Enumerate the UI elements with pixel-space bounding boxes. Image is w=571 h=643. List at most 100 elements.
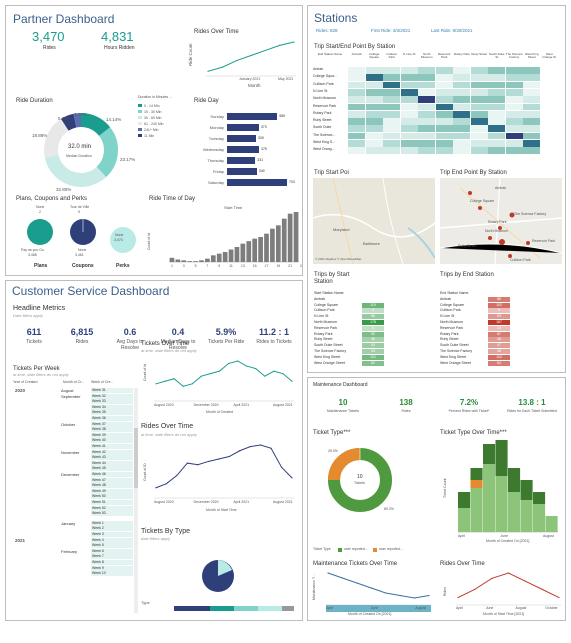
matrix-cell-7-11: [523, 110, 540, 118]
matrix-cell-1-10: [505, 67, 523, 74]
duration-slice-6: [73, 113, 82, 128]
matrix-cell-11-1: [348, 140, 365, 147]
metric-value-4: 0.4: [171, 327, 185, 337]
metric-5: 5.9% Tickets Per Ride: [203, 327, 249, 345]
trips-end-name-3: College Square: [440, 302, 465, 307]
tot-tick-2: December 2020: [193, 403, 219, 407]
ride-day-bar-5: [227, 157, 256, 164]
metric-value-2: 6,815: [70, 327, 94, 337]
matrix-cell-12-5: [418, 147, 435, 155]
trip-start-map[interactable]: Maryland Baltimore © 2021 Mapbox © OpenS…: [313, 178, 435, 264]
week-2021-4: Week 4: [91, 537, 133, 543]
ride-day-bar-4: [227, 146, 259, 153]
ride-time-bar-2: [175, 259, 181, 262]
month-2020-5: December: [61, 472, 80, 477]
matrix-cell-10-10: [505, 132, 523, 140]
trips-start-value-12: 101: [370, 354, 376, 359]
tickets-per-week-table: August September October November December We…: [61, 388, 136, 613]
ride-duration-title: Ride Duration: [16, 98, 53, 104]
metric-2: 6,815 Rides: [59, 327, 105, 345]
month-2021-2: February: [61, 548, 78, 554]
matrix-cell-3-7: [453, 81, 470, 89]
ttot-bar-green-6: [520, 500, 533, 532]
map-label-amtrak: Amtrak: [495, 186, 507, 190]
trips-start-name-11: The Science Factory: [314, 348, 347, 353]
matrix-cell-1-1: [348, 67, 365, 74]
trips-end-row-6: North Museum 167: [440, 319, 510, 326]
matrix-cell-9-8: [470, 125, 488, 133]
ttot-tick-1: April: [458, 534, 466, 538]
matrix-cell-1-2: [365, 67, 383, 74]
matrix-cell-2-8: [470, 74, 488, 82]
m-mtot-point-5: [385, 592, 387, 594]
matrix-row-8: Ruby Street: [313, 118, 332, 123]
coupons-pie: [70, 219, 96, 245]
matrix-cell-12-8: [470, 147, 488, 155]
rides-over-time-xlabel: Month: [248, 83, 261, 88]
maint-rot-title: Rides Over Time: [440, 561, 485, 567]
duration-legend-swatch-5: [138, 128, 142, 131]
ttot-bar-green-2: [470, 488, 483, 532]
duration-legend-item-6: 11 Min: [138, 133, 163, 138]
duration-legend-swatch-6: [138, 134, 142, 137]
maint-rot-tick-3: August: [515, 606, 527, 610]
ride-day-bar-2: [227, 124, 259, 131]
trips-end-value-8: 87: [497, 331, 501, 336]
matrix-cell-10-3: [383, 132, 400, 140]
m-mtot-point-3: [356, 582, 358, 584]
trips-end-cell-6: [488, 319, 510, 325]
c-tot-point-15: [282, 373, 284, 375]
c-tot-point-5: [191, 383, 193, 385]
m-mtot-point-4: [370, 587, 372, 589]
matrix-col-11: The Science Factory: [505, 52, 523, 60]
trips-end-value-7: 10: [497, 325, 501, 330]
perks-label: Perks: [116, 263, 130, 269]
matrix-row-10: The Science...: [313, 132, 336, 137]
matrix-cell-7-10: [505, 110, 523, 118]
c-rot-line: [155, 444, 293, 489]
ride-time-tick-6: 11: [229, 264, 233, 268]
trips-start-value-13: 82: [371, 360, 375, 365]
matrix-cell-6-3: [383, 103, 400, 111]
ride-day-row-6: Friday 349: [194, 167, 299, 176]
matrix-cell-3-10: [505, 81, 523, 89]
matrix-cell-10-2: [365, 132, 383, 140]
ride-time-tick-12: 23: [300, 264, 303, 268]
rides-over-time-ylabel: Ride Count: [188, 43, 193, 66]
matrix-cell-4-3: [383, 88, 400, 96]
metric-3: 0.6 Avg Days to Resolve: [107, 327, 153, 351]
tpw-scrollbar[interactable]: [134, 388, 138, 613]
hours-kpi-value: 4,831: [101, 29, 134, 44]
trips-start-cell-10: [362, 343, 384, 349]
legend-swatch-b: [373, 548, 377, 552]
trips-by-end-table: End Station Name Amtrak 86 College Square 10…: [440, 291, 510, 366]
trips-start-name-9: Ruby Street: [314, 337, 333, 342]
month-2020-2: September: [61, 393, 81, 399]
week-2020-18: Week 48: [91, 483, 133, 489]
matrix-cell-6-9: [488, 103, 505, 111]
matrix-cell-6-10: [505, 103, 523, 111]
c-rot-point-13: [280, 466, 283, 468]
trips-start-value-5: 56: [371, 314, 375, 319]
matrix-cell-11-10: [505, 140, 523, 147]
rides-over-time-chart-cs: [154, 444, 294, 499]
matrix-cell-2-7: [453, 74, 470, 82]
tpw-year-2020: 2020: [15, 388, 26, 393]
week-2021-8: Week 8: [91, 560, 133, 565]
ride-day-bar-3: [227, 135, 256, 142]
partner-dashboard-title: Partner Dashboard: [13, 12, 115, 26]
ride-day-chart: Sunday 589 Monday 373 Tuesday 339 Wednesday 375…: [194, 112, 299, 192]
matrix-cell-11-6: [435, 140, 453, 147]
maint-metric-value-3: 7.2%: [459, 398, 479, 407]
ride-day-row-5: Thursday 331: [194, 156, 299, 165]
duration-legend-item-5: 241+ Min: [138, 127, 163, 132]
matrix-cell-11-4: [400, 140, 418, 147]
duration-legend-swatch-4: [138, 122, 142, 125]
trip-end-map[interactable]: College Square Rotary Park The Science F…: [440, 178, 562, 264]
ride-day-value-4: 375: [261, 147, 267, 151]
metric-label-4: Median Days to Resolve: [160, 339, 196, 351]
c-tot-point-14: [273, 370, 275, 372]
matrix-cell-5-3: [383, 96, 400, 103]
m-rot-point-4: [507, 572, 510, 574]
week-2020-4: Week 34: [91, 404, 133, 410]
